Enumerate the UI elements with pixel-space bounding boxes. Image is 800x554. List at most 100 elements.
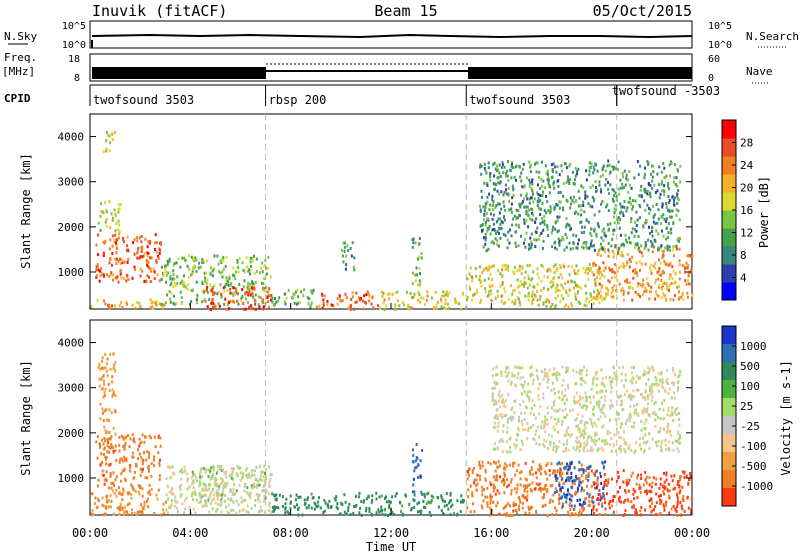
range-cell: [638, 443, 641, 447]
range-cell: [655, 492, 658, 496]
range-cell: [633, 411, 636, 415]
range-cell: [657, 440, 660, 443]
range-cell: [531, 382, 534, 386]
range-cell: [441, 294, 444, 298]
range-cell: [246, 285, 249, 289]
range-cell: [199, 499, 202, 503]
range-cell: [107, 383, 110, 386]
range-cell: [103, 478, 106, 482]
range-cell: [607, 181, 609, 184]
range-cell: [648, 483, 651, 487]
range-cell: [353, 505, 355, 508]
range-cell: [114, 257, 117, 261]
range-cell: [193, 259, 196, 263]
range-cell: [169, 466, 172, 470]
range-cell: [496, 417, 499, 421]
range-cell: [123, 467, 126, 471]
range-cell: [126, 434, 129, 438]
range-cell: [655, 413, 658, 417]
range-cell: [544, 430, 547, 434]
range-cell: [152, 300, 155, 304]
range-cell: [91, 492, 94, 496]
range-cell: [159, 241, 161, 245]
range-cell: [525, 176, 528, 180]
range-cell: [543, 424, 546, 428]
range-cell: [214, 501, 217, 505]
range-cell: [510, 165, 513, 169]
range-cell: [101, 411, 104, 415]
range-cell: [530, 466, 533, 470]
range-cell: [620, 379, 623, 382]
range-cell: [444, 302, 447, 306]
range-cell: [584, 432, 587, 436]
range-cell: [639, 486, 642, 490]
range-cell: [677, 209, 680, 213]
range-cell: [394, 494, 397, 498]
range-cell: [262, 307, 264, 311]
range-cell: [506, 169, 509, 173]
range-cell: [660, 441, 663, 445]
range-cell: [107, 303, 109, 307]
range-cell: [665, 226, 668, 230]
range-cell: [173, 277, 176, 281]
range-cell: [583, 446, 586, 449]
range-cell: [501, 161, 504, 165]
range-cell: [602, 424, 605, 428]
range-cell: [173, 281, 176, 285]
range-cell: [592, 508, 595, 512]
range-cell: [525, 205, 528, 209]
range-cell: [115, 241, 117, 245]
range-cell: [324, 501, 327, 505]
range-cell: [491, 387, 494, 391]
range-cell: [169, 300, 172, 304]
range-cell: [229, 287, 232, 291]
range-cell: [171, 465, 174, 469]
range-cell: [108, 261, 111, 265]
range-cell: [609, 183, 612, 187]
range-cell: [523, 205, 526, 209]
colorbar-swatch: [722, 434, 736, 453]
range-cell: [678, 491, 681, 495]
time-tick-label: 08:00: [273, 526, 309, 540]
range-cell: [101, 359, 103, 363]
range-cell: [466, 295, 469, 299]
range-cell: [262, 305, 265, 309]
range-cell: [567, 476, 570, 480]
range-cell: [163, 303, 166, 307]
range-cell: [653, 410, 656, 414]
range-cell: [263, 494, 266, 498]
range-cell: [552, 425, 555, 429]
range-cell: [554, 271, 557, 274]
range-cell: [191, 470, 194, 474]
range-cell: [607, 480, 610, 484]
range-cell: [500, 220, 503, 224]
range-cell: [526, 422, 529, 425]
range-cell: [181, 502, 184, 506]
range-cell: [183, 470, 186, 474]
range-cell: [263, 479, 266, 483]
range-cell: [98, 279, 101, 283]
range-cell: [155, 250, 158, 254]
range-cell: [394, 291, 397, 295]
range-cell: [188, 267, 191, 271]
range-cell: [574, 490, 577, 494]
range-cell: [141, 433, 144, 437]
range-cell: [551, 471, 554, 475]
range-cell: [554, 469, 557, 473]
range-cell: [219, 271, 222, 275]
range-cell: [565, 439, 568, 443]
range-cell: [565, 462, 568, 466]
range-cell: [158, 252, 161, 255]
range-cell: [494, 486, 497, 490]
range-cell: [199, 475, 201, 479]
range-cell: [535, 416, 537, 420]
range-cell: [107, 306, 110, 309]
range-cell: [590, 234, 593, 238]
range-cell: [99, 445, 102, 449]
range-cell: [224, 282, 227, 286]
range-cell: [612, 444, 615, 448]
range-cell: [368, 510, 371, 513]
range-cell: [220, 500, 223, 503]
range-cell: [626, 253, 629, 256]
range-cell: [580, 419, 583, 423]
